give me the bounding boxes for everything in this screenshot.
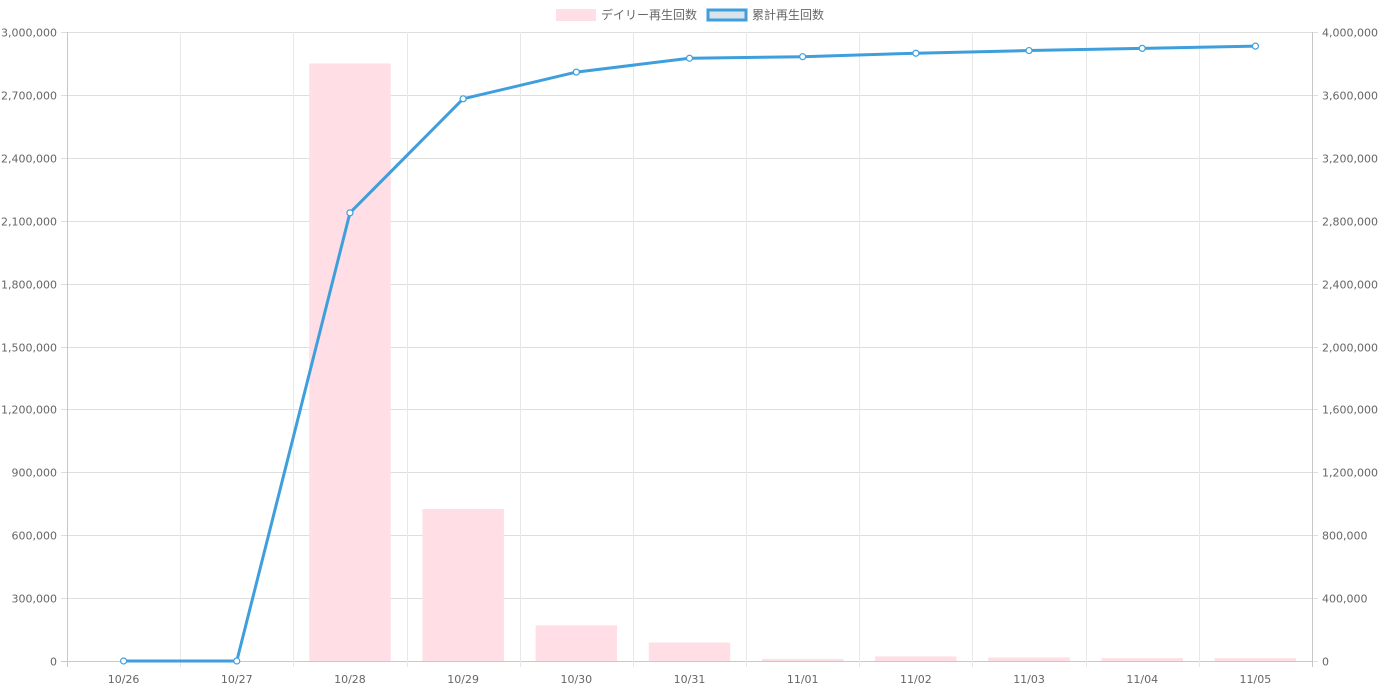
- bar-daily: [648, 642, 731, 661]
- legend: デイリー再生回数 累計再生回数: [556, 7, 824, 22]
- bar-daily: [422, 508, 504, 661]
- y-right-tick-label: 400,000: [1322, 593, 1368, 606]
- y-left-tick-label: 300,000: [12, 593, 58, 606]
- y-right-tick-label: 0: [1322, 656, 1329, 669]
- y-left-tick-label: 1,800,000: [1, 279, 57, 292]
- bar-daily: [988, 657, 1070, 661]
- y-right-tick-label: 4,000,000: [1322, 27, 1378, 40]
- legend-label: デイリー再生回数: [601, 7, 697, 22]
- grid: [61, 32, 1318, 667]
- x-tick-label: 11/05: [1240, 673, 1272, 686]
- y-right-tick-label: 1,600,000: [1322, 404, 1378, 417]
- y-left-tick-label: 1,500,000: [1, 342, 57, 355]
- line-point: [1251, 42, 1260, 50]
- bar-daily: [761, 658, 844, 661]
- line-point: [685, 54, 694, 62]
- x-tick-label: 11/03: [1013, 673, 1045, 686]
- bar-series: [309, 63, 1297, 661]
- y-right-tick-label: 1,200,000: [1322, 467, 1378, 480]
- line-series: [119, 42, 1260, 665]
- x-tick-label: 10/29: [447, 673, 479, 686]
- line-point: [1025, 46, 1033, 55]
- legend-swatch-bar: [556, 9, 596, 21]
- y-right-tick-label: 2,800,000: [1322, 216, 1378, 229]
- y-right-tick-label: 2,400,000: [1322, 279, 1378, 292]
- y-right-tick-label: 800,000: [1322, 530, 1368, 543]
- x-tick-label: 10/26: [108, 673, 140, 686]
- line-point: [233, 657, 241, 665]
- y-left-tick-label: 1,200,000: [1, 404, 57, 417]
- bar-daily: [309, 63, 391, 661]
- x-tick-label: 10/30: [560, 673, 592, 686]
- line-point: [912, 49, 920, 57]
- line-point: [346, 209, 354, 217]
- axes: 0 300,000 600,000 900,000 1,200,000 1,500,000…: [1, 27, 1378, 687]
- bar-daily: [1214, 658, 1297, 661]
- line-point: [572, 68, 580, 76]
- y-left-tick-label: 2,100,000: [1, 216, 57, 229]
- y-right-tick-label: 3,200,000: [1322, 153, 1378, 166]
- x-tick-label: 11/01: [787, 673, 819, 686]
- bar-daily: [535, 625, 618, 661]
- bar-daily: [875, 656, 957, 661]
- x-tick-label: 10/28: [334, 673, 366, 686]
- legend-label: 累計再生回数: [752, 7, 824, 22]
- y-right-tick-label: 3,600,000: [1322, 90, 1378, 103]
- line-point: [1138, 44, 1146, 52]
- y-left-tick-label: 0: [50, 656, 57, 669]
- x-tick-label: 10/31: [674, 673, 706, 686]
- line-point: [119, 657, 128, 665]
- x-tick-label: 11/04: [1126, 673, 1158, 686]
- line-point: [799, 53, 807, 61]
- x-tick-label: 10/27: [221, 673, 253, 686]
- line-point: [459, 95, 467, 103]
- legend-swatch-line: [706, 8, 748, 22]
- y-left-tick-label: 2,400,000: [1, 153, 57, 166]
- y-left-tick-label: 2,700,000: [1, 90, 57, 103]
- y-left-tick-label: 3,000,000: [1, 27, 57, 40]
- x-tick-label: 11/02: [900, 673, 932, 686]
- y-left-tick-label: 900,000: [12, 467, 58, 480]
- y-right-tick-label: 2,000,000: [1322, 342, 1378, 355]
- y-left-tick-label: 600,000: [12, 530, 58, 543]
- bar-daily: [1101, 658, 1183, 661]
